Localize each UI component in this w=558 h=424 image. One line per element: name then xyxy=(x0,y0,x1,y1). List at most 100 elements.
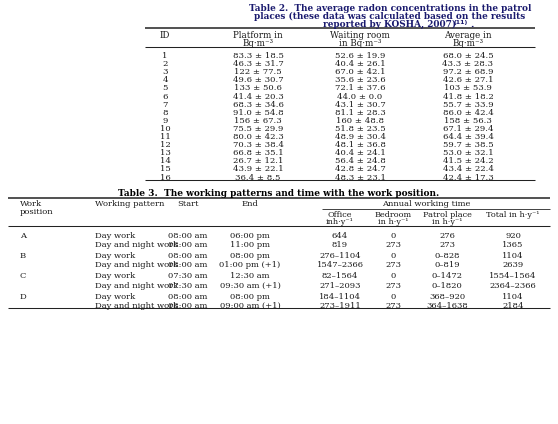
Text: 40.4 ± 24.1: 40.4 ± 24.1 xyxy=(335,149,386,157)
Text: 273: 273 xyxy=(385,302,401,310)
Text: 271–2093: 271–2093 xyxy=(319,282,361,290)
Text: 0: 0 xyxy=(391,272,396,280)
Text: 11:00 pm: 11:00 pm xyxy=(230,241,270,249)
Text: 5: 5 xyxy=(162,84,168,92)
Text: Waiting room: Waiting room xyxy=(330,31,390,40)
Text: 158 ± 56.3: 158 ± 56.3 xyxy=(444,117,492,125)
Text: 08:00 am: 08:00 am xyxy=(169,241,208,249)
Text: 0–819: 0–819 xyxy=(434,261,460,269)
Text: Table 2.  The average radon concentrations in the patrol: Table 2. The average radon concentration… xyxy=(249,4,531,13)
Text: Office: Office xyxy=(328,211,352,219)
Text: 1365: 1365 xyxy=(502,241,524,249)
Text: 15: 15 xyxy=(160,165,170,173)
Text: 103 ± 53.9: 103 ± 53.9 xyxy=(444,84,492,92)
Text: 2: 2 xyxy=(162,60,168,68)
Text: 41.5 ± 24.2: 41.5 ± 24.2 xyxy=(442,157,493,165)
Text: 10: 10 xyxy=(160,125,170,133)
Text: 1104: 1104 xyxy=(502,252,524,260)
Text: 2364–2366: 2364–2366 xyxy=(489,282,536,290)
Text: 67.0 ± 42.1: 67.0 ± 42.1 xyxy=(335,68,385,76)
Text: 12:30 am: 12:30 am xyxy=(230,272,270,280)
Text: position: position xyxy=(20,208,54,215)
Text: 2639: 2639 xyxy=(502,261,523,269)
Text: 07:30 am: 07:30 am xyxy=(169,282,208,290)
Text: 44.0 ± 0.0: 44.0 ± 0.0 xyxy=(338,92,383,100)
Text: 08:00 pm: 08:00 pm xyxy=(230,293,270,301)
Text: 273–1911: 273–1911 xyxy=(319,302,361,310)
Text: Average in: Average in xyxy=(444,31,492,40)
Text: 42.4 ± 17.3: 42.4 ± 17.3 xyxy=(442,173,493,181)
Text: 184–1104: 184–1104 xyxy=(319,293,361,301)
Text: 48.1 ± 36.8: 48.1 ± 36.8 xyxy=(335,141,386,149)
Text: 273: 273 xyxy=(385,282,401,290)
Text: Day work: Day work xyxy=(95,272,135,280)
Text: 43.9 ± 22.1: 43.9 ± 22.1 xyxy=(233,165,283,173)
Text: Day work: Day work xyxy=(95,293,135,301)
Text: 66.8 ± 35.1: 66.8 ± 35.1 xyxy=(233,149,283,157)
Text: 3: 3 xyxy=(162,68,168,76)
Text: Day work: Day work xyxy=(95,252,135,260)
Text: 273: 273 xyxy=(439,241,455,249)
Text: 819: 819 xyxy=(332,241,348,249)
Text: 80.0 ± 42.3: 80.0 ± 42.3 xyxy=(233,133,283,141)
Text: Start: Start xyxy=(177,200,199,208)
Text: Bq·m⁻³: Bq·m⁻³ xyxy=(453,39,484,48)
Text: 75.5 ± 29.9: 75.5 ± 29.9 xyxy=(233,125,283,133)
Text: 81.1 ± 28.3: 81.1 ± 28.3 xyxy=(335,109,386,117)
Text: 41.4 ± 20.3: 41.4 ± 20.3 xyxy=(233,92,283,100)
Text: Day and night work: Day and night work xyxy=(95,302,178,310)
Text: 43.4 ± 22.4: 43.4 ± 22.4 xyxy=(442,165,493,173)
Text: Day and night work: Day and night work xyxy=(95,261,178,269)
Text: 4: 4 xyxy=(162,76,168,84)
Text: A: A xyxy=(20,232,26,240)
Text: End: End xyxy=(242,200,258,208)
Text: 8: 8 xyxy=(162,109,168,117)
Text: 59.7 ± 38.5: 59.7 ± 38.5 xyxy=(442,141,493,149)
Text: ID: ID xyxy=(160,31,170,40)
Text: Patrol place: Patrol place xyxy=(422,211,472,219)
Text: 42.8 ± 24.7: 42.8 ± 24.7 xyxy=(335,165,386,173)
Text: 276–1104: 276–1104 xyxy=(319,252,361,260)
Text: Work: Work xyxy=(20,200,42,208)
Text: Day and night work: Day and night work xyxy=(95,282,178,290)
Text: 09:00 am (+1): 09:00 am (+1) xyxy=(220,302,280,310)
Text: 97.2 ± 68.9: 97.2 ± 68.9 xyxy=(442,68,493,76)
Text: 51.8 ± 23.5: 51.8 ± 23.5 xyxy=(335,125,386,133)
Text: 08:00 pm: 08:00 pm xyxy=(230,252,270,260)
Text: 08:00 am: 08:00 am xyxy=(169,232,208,240)
Text: 1554–1564: 1554–1564 xyxy=(489,272,537,280)
Text: 644: 644 xyxy=(332,232,348,240)
Text: in h·y⁻¹: in h·y⁻¹ xyxy=(378,218,408,226)
Text: 368–920: 368–920 xyxy=(429,293,465,301)
Text: 68.0 ± 24.5: 68.0 ± 24.5 xyxy=(442,52,493,60)
Text: 40.4 ± 26.1: 40.4 ± 26.1 xyxy=(335,60,386,68)
Text: 46.3 ± 31.7: 46.3 ± 31.7 xyxy=(233,60,283,68)
Text: 1104: 1104 xyxy=(502,293,524,301)
Text: 11: 11 xyxy=(160,133,170,141)
Text: 56.4 ± 24.8: 56.4 ± 24.8 xyxy=(335,157,386,165)
Text: in Bq·m⁻³: in Bq·m⁻³ xyxy=(339,39,381,48)
Text: 9: 9 xyxy=(162,117,168,125)
Text: 1: 1 xyxy=(162,52,168,60)
Text: 06:00 pm: 06:00 pm xyxy=(230,232,270,240)
Text: 36.4 ± 8.5: 36.4 ± 8.5 xyxy=(235,173,281,181)
Text: 08:00 am: 08:00 am xyxy=(169,293,208,301)
Text: inh·y⁻¹: inh·y⁻¹ xyxy=(326,218,354,226)
Text: 1547–2366: 1547–2366 xyxy=(316,261,363,269)
Text: 16: 16 xyxy=(160,173,170,181)
Text: 156 ± 67.3: 156 ± 67.3 xyxy=(234,117,282,125)
Text: 122 ± 77.5: 122 ± 77.5 xyxy=(234,68,282,76)
Text: places (these data was calculated based on the results: places (these data was calculated based … xyxy=(254,12,526,21)
Text: Annual working time: Annual working time xyxy=(382,200,471,208)
Text: 49.6 ± 30.7: 49.6 ± 30.7 xyxy=(233,76,283,84)
Text: 43.3 ± 28.3: 43.3 ± 28.3 xyxy=(442,60,493,68)
Text: 83.3 ± 18.5: 83.3 ± 18.5 xyxy=(233,52,283,60)
Text: 07:30 am: 07:30 am xyxy=(169,272,208,280)
Text: 67.1 ± 29.4: 67.1 ± 29.4 xyxy=(442,125,493,133)
Text: in h·y⁻¹: in h·y⁻¹ xyxy=(432,218,462,226)
Text: 08:00 am: 08:00 am xyxy=(169,261,208,269)
Text: 2184: 2184 xyxy=(502,302,524,310)
Text: 920: 920 xyxy=(505,232,521,240)
Text: 0: 0 xyxy=(391,232,396,240)
Text: 41.8 ± 18.2: 41.8 ± 18.2 xyxy=(442,92,493,100)
